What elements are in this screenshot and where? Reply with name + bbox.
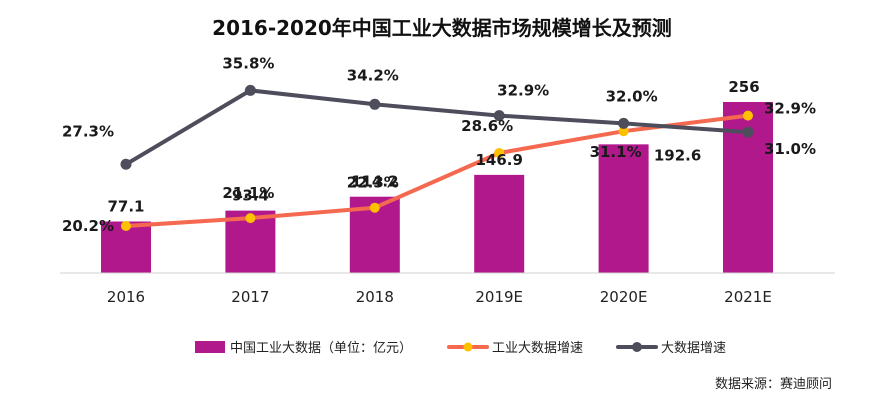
bar-label-2019E: 146.9 (475, 151, 522, 169)
bar-label-2016: 77.1 (107, 197, 144, 215)
industrial-growth-point-2021E (743, 110, 753, 121)
x-tick-label-2016: 2016 (107, 288, 145, 306)
bigdata-growth-point-2021E (742, 126, 754, 138)
bigdata-growth-point-2017 (244, 84, 256, 96)
industrial-growth-label-2017: 21.1% (222, 184, 274, 202)
industrial-growth-label-2018: 22.3% (347, 174, 399, 192)
x-tick-label-2020E: 2020E (600, 288, 648, 306)
bigdata-growth-point-2020E (618, 117, 630, 129)
bigdata-growth-point-2019E (493, 110, 505, 122)
x-axis-ticks: 2016 2017 2018 2019E 2020E 2021E (107, 288, 772, 306)
x-tick-label-2017: 2017 (231, 288, 269, 306)
bigdata-growth-line (124, 88, 750, 167)
bigdata-growth-label-2018: 34.2% (347, 66, 399, 84)
industrial-growth-point-2017 (245, 213, 256, 224)
bar-series (101, 101, 773, 273)
bigdata-growth-label-2017: 35.8% (222, 54, 274, 72)
bar-2020E (598, 144, 649, 273)
x-tick-label-2021E: 2021E (724, 288, 772, 306)
legend-marker-industrial-growth (463, 342, 473, 352)
data-labels: 77.1 93.4 114.2 146.9 192.6 256 20.2% 21.1% 22.3… (62, 54, 816, 235)
line-series (120, 84, 754, 231)
bigdata-growth-label-2019E: 32.9% (497, 82, 549, 100)
legend-label-industrial-growth: 工业大数据增速 (492, 341, 583, 356)
bigdata-growth-label-2021E: 31.0% (764, 140, 816, 158)
legend-swatch-bar (195, 341, 225, 353)
bigdata-growth-point-2018 (369, 98, 381, 110)
bigdata-growth-label-2020E: 32.0% (606, 87, 658, 105)
industrial-growth-label-2019E: 28.6% (461, 117, 513, 135)
x-tick-label-2019E: 2019E (475, 288, 523, 306)
bar-label-2018: 114.2 (351, 173, 398, 191)
industrial-growth-point-2019E (494, 147, 505, 158)
bigdata-growth-label-2016: 27.3% (62, 122, 114, 140)
industrial-growth-label-2021E: 32.9% (764, 100, 816, 118)
bigdata-growth-point-2016 (120, 158, 132, 170)
bar-label-2017: 93.4 (232, 187, 269, 205)
legend: 中国工业大数据（单位：亿元） 工业大数据增速 大数据增速 (195, 341, 726, 356)
industrial-growth-point-2018 (369, 202, 380, 213)
industrial-growth-label-2020E: 31.1% (590, 143, 642, 161)
bar-label-2020E: 192.6 (654, 146, 701, 164)
x-tick-label-2018: 2018 (356, 288, 394, 306)
industrial-growth-point-2016 (121, 220, 131, 231)
legend-label-bar: 中国工业大数据（单位：亿元） (230, 341, 412, 356)
industrial-growth-point-2020E (618, 126, 629, 137)
industrial-growth-line (124, 113, 750, 228)
legend-marker-bigdata-growth (632, 342, 642, 352)
bar-2019E (474, 174, 525, 273)
legend-label-bigdata-growth: 大数据增速 (661, 341, 726, 356)
bar-label-2021E: 256 (728, 78, 759, 96)
source-note: 数据来源：赛迪顾问 (715, 376, 832, 392)
industrial-growth-label-2016: 20.2% (62, 217, 114, 235)
chart-title: 2016-2020年中国工业大数据市场规模增长及预测 (212, 16, 672, 40)
